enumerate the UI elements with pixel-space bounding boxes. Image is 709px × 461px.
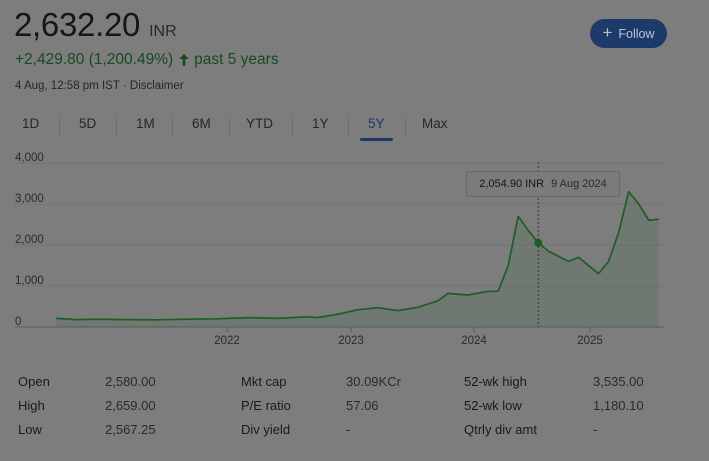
disclaimer-link[interactable]: Disclaimer [129, 80, 184, 92]
tab-divider [172, 117, 173, 137]
chart-tooltip: 2,054.90 INR 9 Aug 2024 [466, 171, 620, 197]
tooltip-value: 2,054.90 INR [479, 178, 545, 190]
tab-6m[interactable]: 6M [192, 116, 211, 131]
arrow-up-icon [179, 54, 190, 66]
tab-ytd[interactable]: YTD [246, 116, 273, 131]
stat-value-high: 2,659.00 [105, 398, 156, 413]
y-tick-label: 0 [15, 316, 21, 328]
stat-value-mkt-cap: 30.09KCr [346, 374, 401, 389]
y-tick-label: 3,000 [15, 193, 44, 205]
hover-point [534, 238, 543, 247]
currency-label: INR [149, 23, 177, 40]
tab-1m[interactable]: 1M [136, 116, 155, 131]
y-tick-label: 1,000 [15, 275, 44, 287]
stat-value-open: 2,580.00 [105, 374, 156, 389]
stat-label-high: High [18, 398, 45, 413]
price-header: 2,632.20 INR [14, 6, 177, 44]
follow-button[interactable]: + Follow [590, 19, 667, 48]
y-tick-label: 2,000 [15, 234, 44, 246]
price-area [56, 191, 659, 327]
x-tick-label: 2024 [461, 335, 487, 347]
range-tabs: 1D 5D 1M 6M YTD 1Y 5Y Max [0, 116, 709, 140]
price-change: +2,429.80 (1,200.49%) past 5 years [15, 51, 279, 69]
stat-value-qtrly-div: - [593, 422, 598, 437]
current-price: 2,632.20 [14, 6, 141, 43]
tab-divider [116, 117, 117, 137]
tab-1d[interactable]: 1D [22, 116, 40, 131]
plus-icon: + [602, 23, 613, 42]
stat-value-div-yield: - [346, 422, 351, 437]
change-period: past 5 years [194, 51, 279, 68]
price-chart[interactable]: 0 1,000 2,000 3,000 4,000 2022 2023 2024 2025 [0, 150, 709, 360]
stat-label-open: Open [18, 374, 50, 389]
tab-max[interactable]: Max [422, 116, 448, 131]
timestamp: 4 Aug, 12:58 pm IST [15, 80, 120, 92]
tooltip-date: 9 Aug 2024 [551, 178, 607, 190]
tab-divider [292, 117, 293, 137]
timestamp-line: 4 Aug, 12:58 pm IST · Disclaimer [15, 80, 184, 92]
x-tick-label: 2025 [577, 335, 603, 347]
stat-label-52wk-high: 52-wk high [464, 374, 527, 389]
x-axis-labels: 2022 2023 2024 2025 [214, 327, 603, 347]
tab-divider [405, 117, 406, 137]
active-tab-indicator [360, 138, 393, 141]
tab-divider [59, 117, 60, 137]
stat-label-52wk-low: 52-wk low [464, 398, 522, 413]
y-tick-label: 4,000 [15, 152, 44, 164]
tab-5y[interactable]: 5Y [368, 116, 385, 131]
chart-grid [15, 162, 664, 328]
stat-label-mkt-cap: Mkt cap [241, 374, 287, 389]
stat-label-qtrly-div: Qtrly div amt [464, 422, 537, 437]
stat-label-div-yield: Div yield [241, 422, 291, 437]
tab-divider [348, 117, 349, 137]
tab-divider [229, 117, 230, 137]
change-value: +2,429.80 (1,200.49%) [15, 51, 174, 68]
stat-value-52wk-high: 3,535.00 [593, 374, 644, 389]
meta-separator: · [122, 80, 127, 92]
price-line [56, 190, 659, 321]
stat-value-52wk-low: 1,180.10 [593, 398, 644, 413]
stat-label-low: Low [18, 422, 42, 437]
y-axis-labels: 0 1,000 2,000 3,000 4,000 [15, 152, 44, 328]
tab-1y[interactable]: 1Y [312, 116, 329, 131]
x-tick-label: 2022 [214, 335, 240, 347]
stat-label-pe-ratio: P/E ratio [241, 398, 291, 413]
x-tick-label: 2023 [338, 335, 364, 347]
stat-value-pe-ratio: 57.06 [346, 398, 379, 413]
follow-label: Follow [618, 26, 655, 41]
stat-value-low: 2,567.25 [105, 422, 156, 437]
tab-5d[interactable]: 5D [79, 116, 97, 131]
